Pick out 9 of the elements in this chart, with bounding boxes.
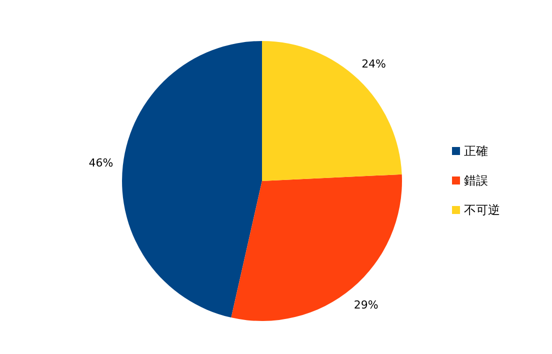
pie-slice [262,41,402,181]
pie-slice [122,41,262,318]
pie-slice [231,174,402,321]
data-label: 46% [88,156,114,170]
data-label: 29% [354,298,378,312]
data-label: 24% [362,57,386,70]
legend-label: 不可逆 [464,203,500,217]
legend-label: 錯誤 [464,174,488,188]
legend-label: 正確 [464,144,488,158]
